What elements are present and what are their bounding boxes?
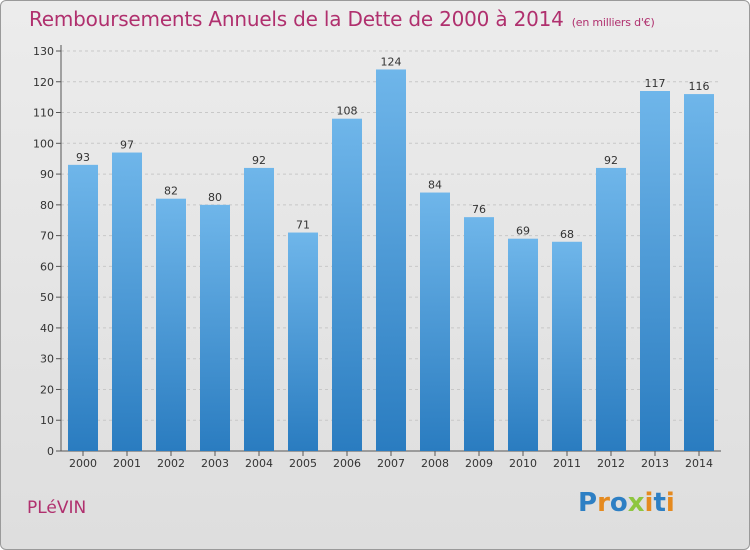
data-label: 124 <box>381 55 402 68</box>
logo-letter: o <box>609 488 628 518</box>
chart-title: Remboursements Annuels de la Dette de 20… <box>29 7 655 31</box>
y-tick-label: 10 <box>40 414 54 427</box>
title-text: Remboursements Annuels de la Dette de 20… <box>29 7 564 31</box>
y-tick-label: 110 <box>33 107 54 120</box>
x-tick-label: 2004 <box>245 457 273 470</box>
x-tick-label: 2007 <box>377 457 405 470</box>
bar <box>112 152 142 452</box>
bar <box>640 91 670 451</box>
bar <box>376 69 406 451</box>
x-tick-label: 2001 <box>113 457 141 470</box>
data-label: 97 <box>120 139 134 152</box>
y-tick-label: 50 <box>40 291 54 304</box>
bars <box>68 69 714 452</box>
data-label: 69 <box>516 225 530 238</box>
y-tick-label: 90 <box>40 168 54 181</box>
logo-letter: i <box>644 488 654 518</box>
bar <box>332 118 362 451</box>
y-tick-label: 130 <box>33 45 54 58</box>
logo-letter: r <box>597 488 610 518</box>
labels: 93 97 82 80 92 71 108 124 84 76 69 68 92 117 116 <box>76 55 710 240</box>
data-label: 108 <box>337 105 358 118</box>
bar <box>288 232 318 451</box>
commune-name: PLéVIN <box>27 498 87 518</box>
data-label: 76 <box>472 203 486 216</box>
data-label: 116 <box>689 80 710 93</box>
bar <box>68 164 98 451</box>
data-label: 92 <box>604 154 618 167</box>
bar <box>156 198 186 451</box>
x-tick-label: 2002 <box>157 457 185 470</box>
x-tick-label: 2012 <box>597 457 625 470</box>
bar <box>596 167 626 451</box>
data-label: 71 <box>296 219 310 232</box>
x-tick-label: 2008 <box>421 457 449 470</box>
data-label: 92 <box>252 154 266 167</box>
x-tick-label: 2005 <box>289 457 317 470</box>
x-tick-label: 2000 <box>69 457 97 470</box>
unit-note: (en milliers d'€) <box>571 16 655 29</box>
y-tick-label: 0 <box>47 445 54 458</box>
data-label: 82 <box>164 185 178 198</box>
axes: 0 10 20 30 40 50 60 70 80 90 100 110 120 130 2000 2001 2… <box>33 45 721 470</box>
y-tick-label: 80 <box>40 199 54 212</box>
bar <box>508 238 538 451</box>
logo-letter: P <box>578 488 598 518</box>
bar <box>552 241 582 451</box>
y-tick-label: 120 <box>33 76 54 89</box>
y-tick-label: 70 <box>40 230 54 243</box>
x-tick-label: 2009 <box>465 457 493 470</box>
x-tick-label: 2003 <box>201 457 229 470</box>
x-tick-label: 2010 <box>509 457 537 470</box>
y-tick-label: 30 <box>40 353 54 366</box>
bar <box>420 192 450 452</box>
logo-letter: t <box>653 488 666 518</box>
data-label: 80 <box>208 191 222 204</box>
bar <box>200 204 230 451</box>
bar <box>244 167 274 451</box>
logo-letter: i <box>665 488 675 518</box>
proxiti-logo: Proxiti <box>578 488 675 518</box>
x-tick-label: 2014 <box>685 457 713 470</box>
data-label: 93 <box>76 151 90 164</box>
logo-letter: x <box>627 488 645 518</box>
y-tick-label: 100 <box>33 137 54 150</box>
x-tick-label: 2013 <box>641 457 669 470</box>
y-tick-label: 20 <box>40 383 54 396</box>
bar <box>684 94 714 452</box>
y-tick-label: 60 <box>40 260 54 273</box>
x-tick-label: 2006 <box>333 457 361 470</box>
y-tick-label: 40 <box>40 322 54 335</box>
data-label: 84 <box>428 179 442 192</box>
bar <box>464 217 494 451</box>
data-label: 68 <box>560 228 574 241</box>
data-label: 117 <box>645 77 666 90</box>
x-tick-label: 2011 <box>553 457 581 470</box>
